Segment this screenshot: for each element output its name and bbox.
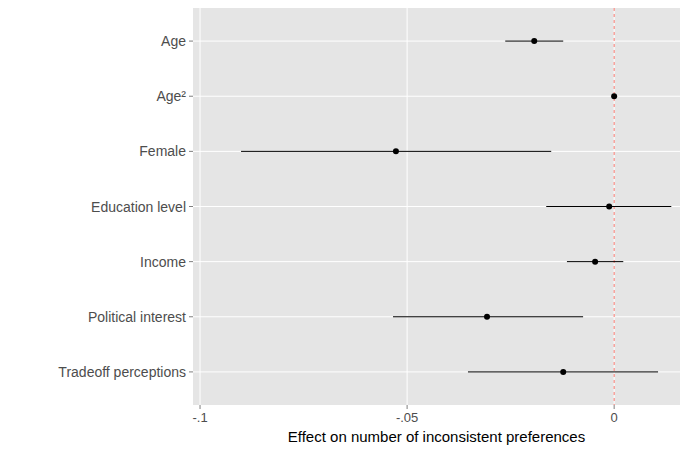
grid-line: [193, 96, 680, 97]
tick-mark: [189, 316, 193, 317]
grid-line: [193, 41, 680, 42]
tick-mark: [614, 405, 615, 409]
tick-label: -.05: [396, 410, 418, 425]
point-estimate: [606, 204, 612, 210]
tick-mark: [189, 206, 193, 207]
chart: -.1 -.05 0 Age Age² Female Education level Inco…: [0, 0, 700, 466]
point-estimate: [611, 93, 617, 99]
category-label: Age: [161, 33, 186, 49]
plot-panel: [193, 8, 680, 405]
tick-mark: [189, 41, 193, 42]
tick-mark: [189, 371, 193, 372]
category-label: Income: [140, 254, 186, 270]
grid-line: [193, 151, 680, 152]
point-estimate: [531, 38, 537, 44]
category-label: Tradeoff perceptions: [58, 364, 186, 380]
axis-title: Effect on number of inconsistent prefere…: [288, 428, 585, 445]
tick-mark: [189, 96, 193, 97]
grid-line: [193, 316, 680, 317]
marks: [241, 8, 671, 405]
tick-label: 0: [611, 410, 618, 425]
category-label: Female: [139, 143, 186, 159]
point-estimate: [560, 369, 566, 375]
grid-line: [193, 261, 680, 262]
tick-mark: [189, 261, 193, 262]
category-label: Political interest: [88, 309, 186, 325]
point-estimate: [393, 148, 399, 154]
grid-line: [193, 371, 680, 372]
category-label: Education level: [91, 199, 186, 215]
point-estimate: [484, 314, 490, 320]
tick-mark: [189, 151, 193, 152]
point-estimate: [592, 259, 598, 265]
tick-mark: [407, 405, 408, 409]
tick-label: -.1: [192, 410, 207, 425]
category-label: Age²: [156, 88, 186, 104]
chart-container: -.1 -.05 0 Age Age² Female Education level Inco…: [0, 0, 700, 466]
tick-mark: [200, 405, 201, 409]
